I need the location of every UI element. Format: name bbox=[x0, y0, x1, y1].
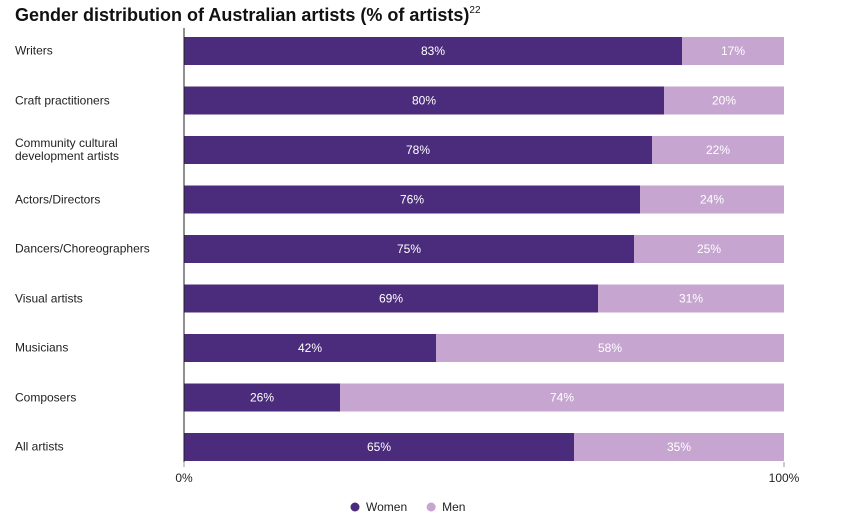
value-label: 65% bbox=[367, 440, 391, 454]
value-label: 35% bbox=[667, 440, 691, 454]
value-label: 80% bbox=[412, 94, 436, 108]
bar-segment bbox=[598, 284, 784, 313]
x-tick-label: 0% bbox=[175, 471, 193, 485]
bar-segment bbox=[184, 136, 652, 164]
bar-segment bbox=[340, 383, 784, 412]
bar-segment bbox=[184, 334, 436, 362]
value-label: 42% bbox=[298, 341, 322, 355]
bar-segment bbox=[184, 235, 634, 263]
value-label: 76% bbox=[400, 193, 424, 207]
value-label: 17% bbox=[721, 44, 745, 58]
bar-segment bbox=[664, 86, 784, 115]
value-label: 75% bbox=[397, 242, 421, 256]
bar-segment bbox=[184, 433, 574, 461]
bar-segment bbox=[184, 383, 340, 412]
bar-segment bbox=[652, 136, 784, 164]
category-label: Community cultural development artists bbox=[15, 136, 120, 163]
bar-segment bbox=[682, 37, 784, 65]
legend-label: Women bbox=[366, 500, 407, 514]
bar-segment bbox=[184, 185, 640, 214]
value-label: 25% bbox=[697, 242, 721, 256]
value-label: 26% bbox=[250, 391, 274, 405]
category-label: Composers bbox=[15, 390, 77, 404]
category-label: Visual artists bbox=[15, 291, 83, 305]
category-label: Writers bbox=[15, 43, 53, 58]
value-label: 78% bbox=[406, 143, 430, 157]
bar-segment bbox=[436, 334, 784, 362]
title-superscript: 22 bbox=[469, 5, 481, 16]
legend-swatch bbox=[426, 502, 436, 512]
bar-segment bbox=[184, 86, 664, 115]
value-label: 20% bbox=[712, 94, 736, 108]
value-label: 69% bbox=[379, 292, 403, 306]
chart-title: Gender distribution of Australian artist… bbox=[15, 5, 481, 25]
value-label: 24% bbox=[700, 193, 724, 207]
bar-segment bbox=[640, 185, 784, 214]
legend-label: Men bbox=[442, 500, 465, 514]
category-label: Musicians bbox=[15, 340, 69, 355]
category-label: Actors/Directors bbox=[15, 192, 101, 206]
value-label: 83% bbox=[421, 44, 445, 58]
value-label: 74% bbox=[550, 391, 574, 405]
title-text: Gender distribution of Australian artist… bbox=[15, 5, 469, 25]
category-label: Dancers/Choreographers bbox=[15, 241, 150, 256]
category-label: All artists bbox=[15, 439, 64, 454]
value-label: 58% bbox=[598, 341, 622, 355]
bar-segment bbox=[634, 235, 784, 263]
bar-segment bbox=[184, 37, 682, 65]
bar-segment bbox=[574, 433, 784, 461]
value-label: 22% bbox=[706, 143, 730, 157]
x-tick-label: 100% bbox=[769, 471, 800, 485]
value-label: 31% bbox=[679, 292, 703, 306]
bar-segment bbox=[184, 284, 598, 313]
category-label: Craft practitioners bbox=[15, 93, 110, 107]
legend-swatch bbox=[350, 502, 360, 512]
